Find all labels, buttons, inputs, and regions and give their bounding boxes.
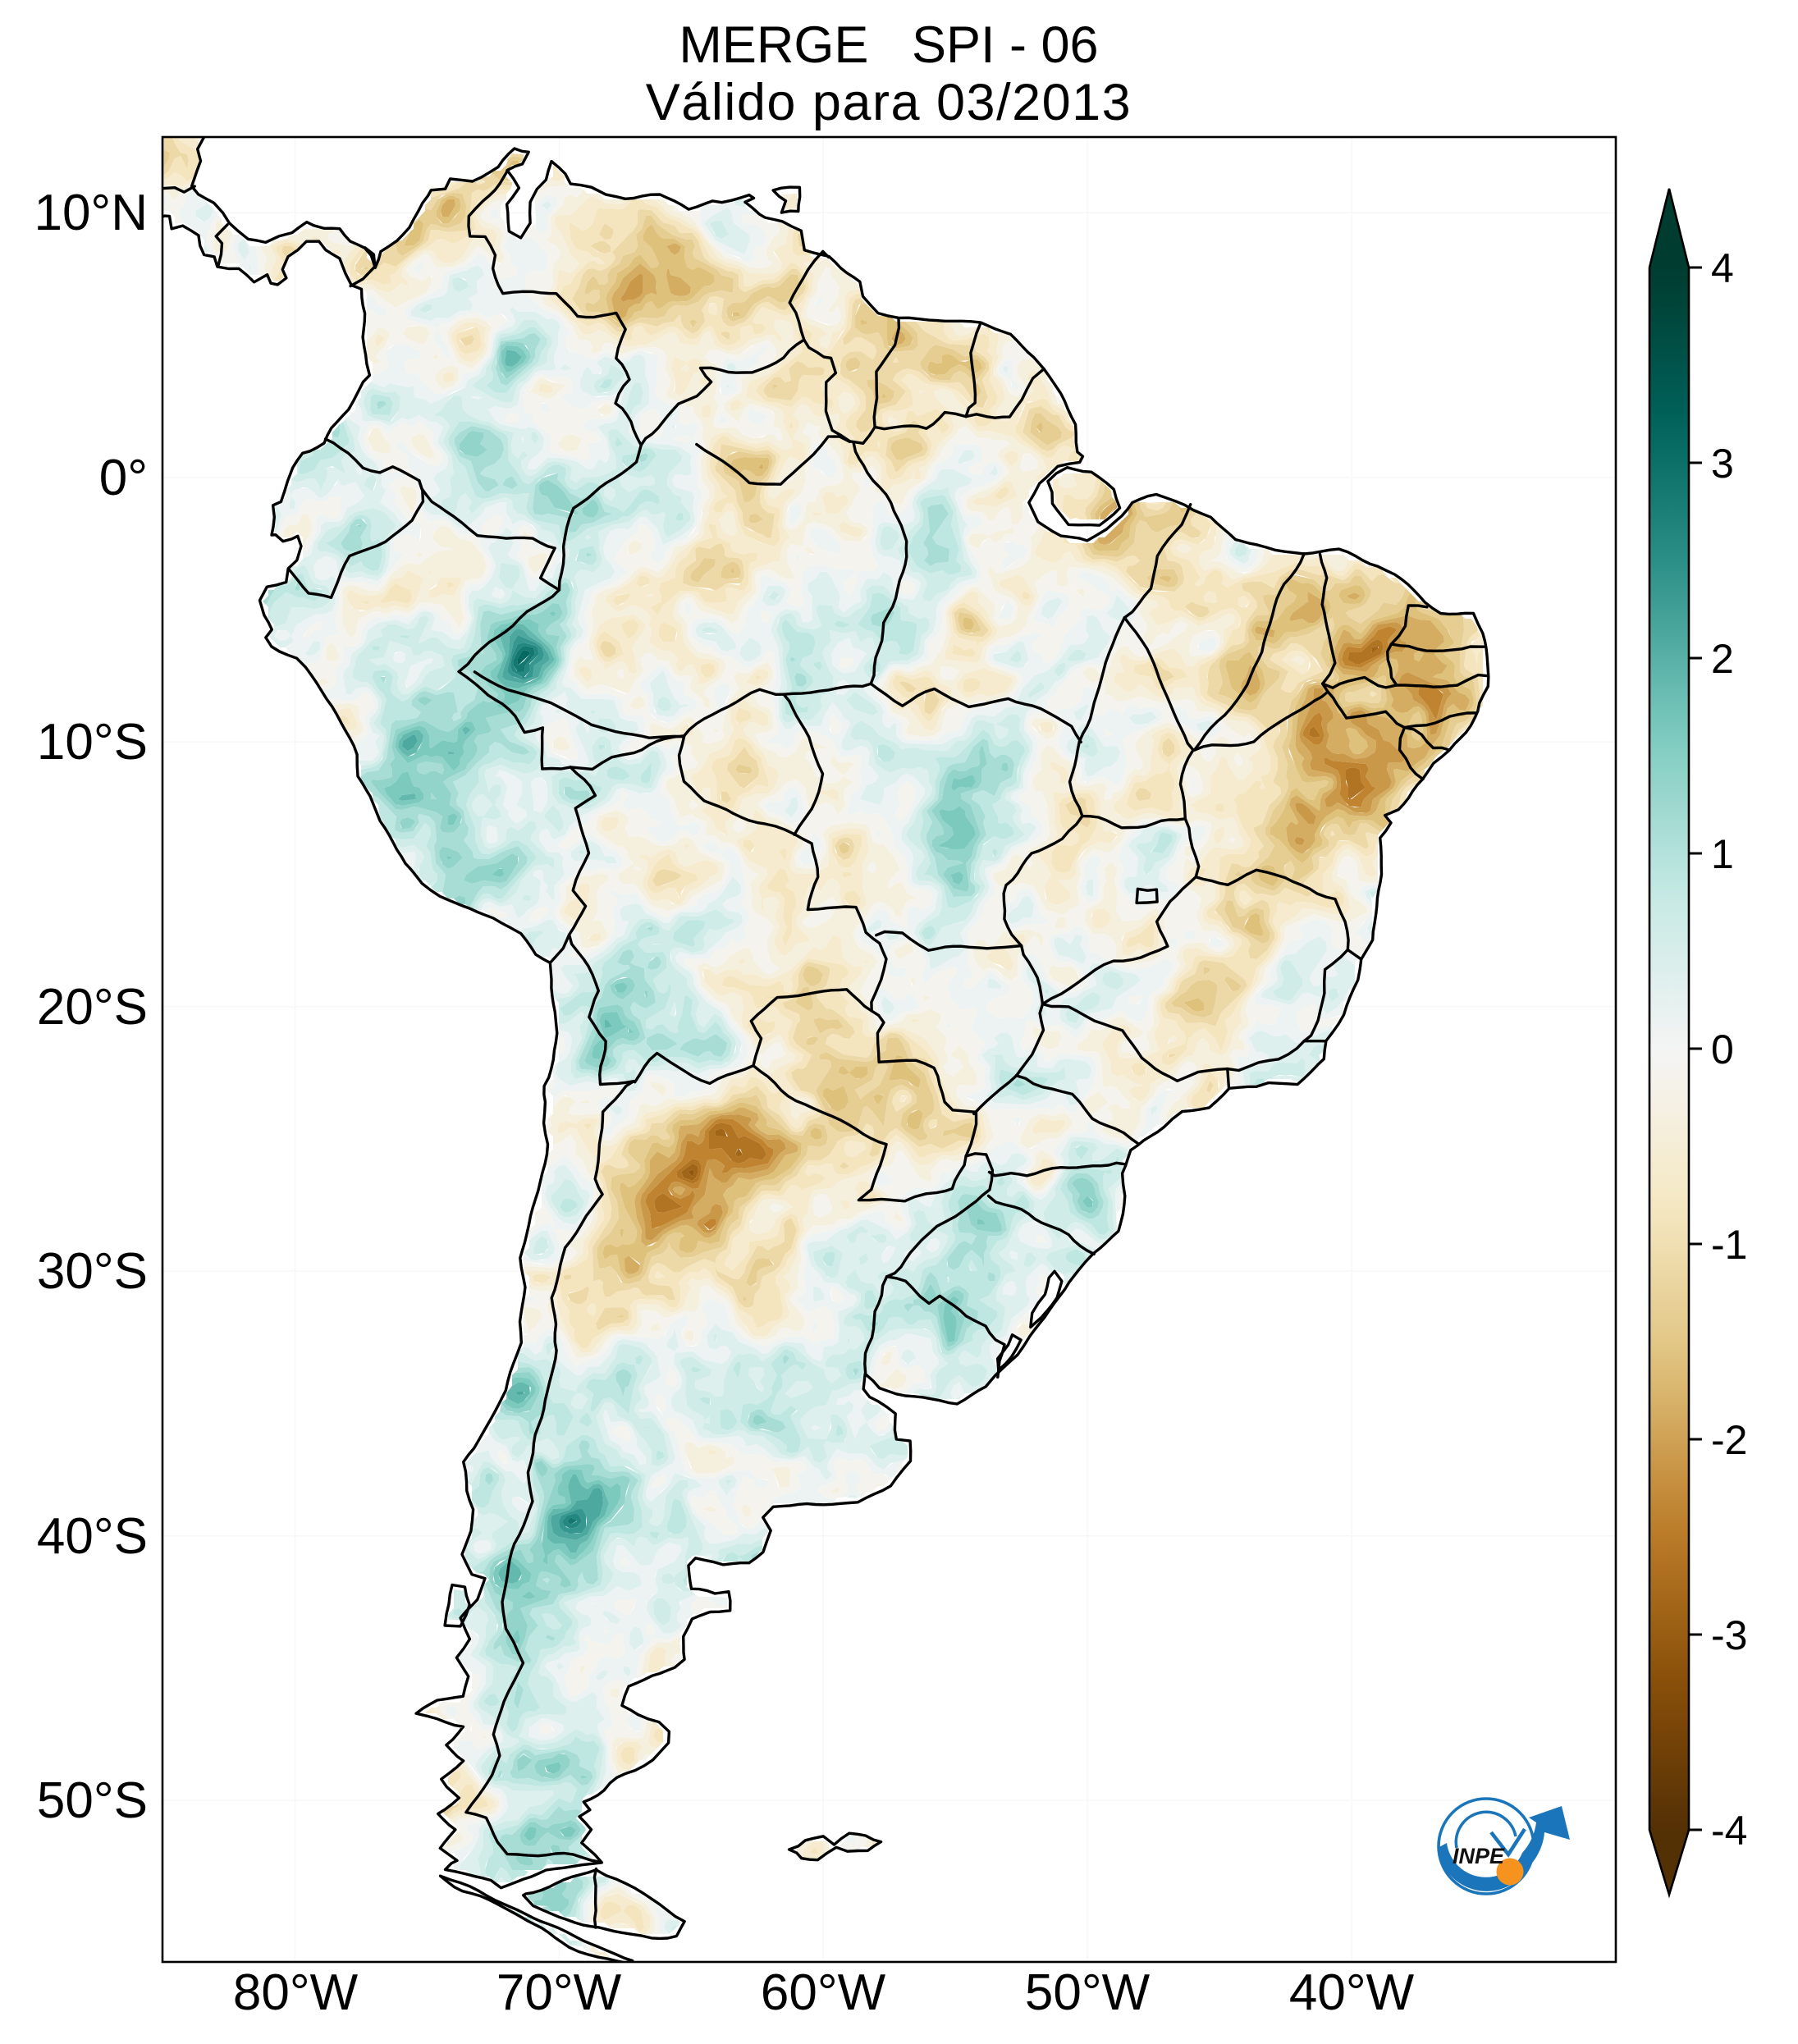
- svg-text:40°S: 40°S: [37, 1508, 148, 1565]
- svg-text:0: 0: [1711, 1027, 1734, 1072]
- svg-text:40°W: 40°W: [1289, 1964, 1415, 2021]
- svg-text:INPE: INPE: [1453, 1844, 1505, 1868]
- svg-text:60°W: 60°W: [761, 1964, 886, 2021]
- svg-text:10°S: 10°S: [37, 714, 148, 771]
- svg-text:70°W: 70°W: [496, 1964, 622, 2021]
- svg-text:20°S: 20°S: [37, 979, 148, 1036]
- svg-text:-2: -2: [1711, 1417, 1747, 1463]
- svg-text:Válido para 03/2013: Válido para 03/2013: [646, 74, 1132, 131]
- svg-text:1: 1: [1711, 831, 1734, 877]
- svg-text:3: 3: [1711, 441, 1734, 487]
- svg-text:-3: -3: [1711, 1612, 1747, 1658]
- svg-text:4: 4: [1711, 245, 1734, 291]
- svg-text:80°W: 80°W: [233, 1964, 359, 2021]
- svg-text:-4: -4: [1711, 1808, 1747, 1854]
- svg-text:10°N: 10°N: [34, 185, 148, 241]
- svg-text:-1: -1: [1711, 1222, 1747, 1268]
- svg-text:2: 2: [1711, 636, 1734, 682]
- svg-text:50°S: 50°S: [37, 1772, 148, 1829]
- svg-text:50°W: 50°W: [1025, 1964, 1151, 2021]
- svg-text:30°S: 30°S: [37, 1243, 148, 1300]
- svg-text:0°: 0°: [99, 450, 148, 506]
- svg-text:MERGE SPI - 06: MERGE SPI - 06: [679, 16, 1098, 74]
